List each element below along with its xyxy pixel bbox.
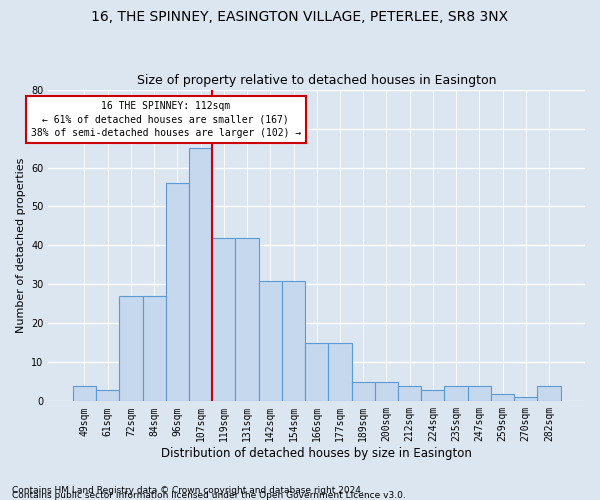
Text: 16 THE SPINNEY: 112sqm
← 61% of detached houses are smaller (167)
38% of semi-de: 16 THE SPINNEY: 112sqm ← 61% of detached… [31, 101, 301, 138]
Bar [398, 386, 421, 402]
Text: Contains HM Land Registry data © Crown copyright and database right 2024.: Contains HM Land Registry data © Crown c… [12, 486, 364, 495]
Bar [166, 183, 189, 402]
Bar [259, 280, 282, 402]
Bar [73, 386, 96, 402]
Bar [282, 280, 305, 402]
Bar [143, 296, 166, 402]
Text: Contains public sector information licensed under the Open Government Licence v3: Contains public sector information licen… [12, 491, 406, 500]
Text: 16, THE SPINNEY, EASINGTON VILLAGE, PETERLEE, SR8 3NX: 16, THE SPINNEY, EASINGTON VILLAGE, PETE… [91, 10, 509, 24]
Bar [421, 390, 445, 402]
X-axis label: Distribution of detached houses by size in Easington: Distribution of detached houses by size … [161, 447, 472, 460]
Bar [445, 386, 468, 402]
Bar [491, 394, 514, 402]
Bar [96, 390, 119, 402]
Title: Size of property relative to detached houses in Easington: Size of property relative to detached ho… [137, 74, 496, 87]
Bar [352, 382, 375, 402]
Y-axis label: Number of detached properties: Number of detached properties [16, 158, 26, 333]
Bar [538, 386, 560, 402]
Bar [514, 398, 538, 402]
Bar [189, 148, 212, 402]
Bar [328, 343, 352, 402]
Bar [305, 343, 328, 402]
Bar [468, 386, 491, 402]
Bar [119, 296, 143, 402]
Bar [212, 238, 235, 402]
Bar [235, 238, 259, 402]
Bar [375, 382, 398, 402]
